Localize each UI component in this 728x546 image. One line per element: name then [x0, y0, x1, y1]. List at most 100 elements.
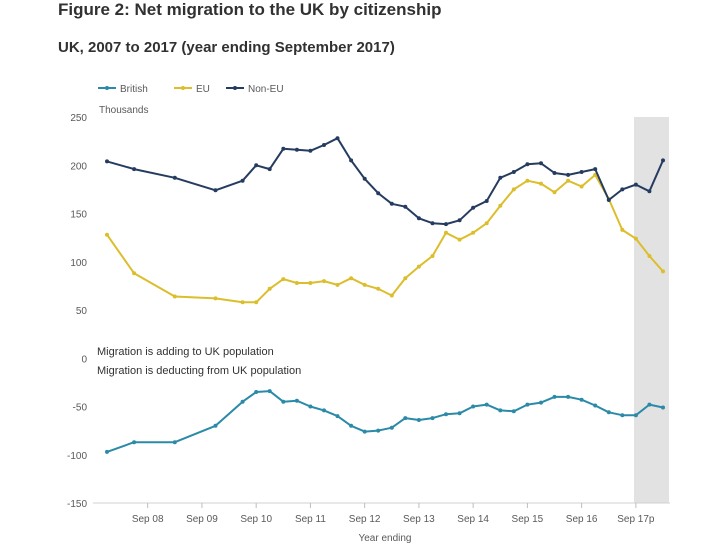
- data-point-eu: [308, 281, 313, 285]
- data-point-british: [349, 423, 354, 428]
- data-point-non-eu: [240, 178, 245, 183]
- data-point-eu: [661, 269, 665, 274]
- data-point-eu: [362, 282, 367, 287]
- data-point-british: [620, 413, 625, 418]
- data-point-british: [362, 429, 367, 434]
- data-point-british: [511, 409, 516, 414]
- data-point-eu: [389, 293, 394, 298]
- x-tick-label: Sep 08: [132, 514, 164, 525]
- data-point-british: [430, 416, 435, 421]
- x-tick-label: Sep 12: [349, 514, 381, 525]
- data-point-british: [416, 418, 421, 422]
- x-axis-label: Year ending: [358, 533, 411, 544]
- data-point-british: [471, 404, 476, 409]
- x-tick-label: Sep 09: [186, 514, 218, 525]
- data-point-british: [539, 400, 543, 405]
- x-tick-label: Sep 15: [512, 514, 544, 525]
- data-point-british: [403, 416, 408, 421]
- legend-label-eu: EU: [196, 84, 210, 95]
- data-point-non-eu: [105, 159, 109, 164]
- legend-label-non-eu: Non-EU: [248, 84, 284, 95]
- data-point-eu: [457, 237, 462, 242]
- x-tick-label: Sep 13: [403, 514, 435, 525]
- data-point-non-eu: [430, 221, 435, 226]
- x-axis-ticks: Sep 08 Sep 09 Sep 10 Sep 11 Sep 12 Sep 13 Sep …: [132, 503, 655, 525]
- y-tick-label: 150: [70, 210, 87, 221]
- data-point-non-eu: [525, 162, 530, 167]
- data-point-non-eu: [606, 198, 611, 202]
- y-axis-label: Thousands: [99, 105, 148, 116]
- y-tick-label: 0: [81, 354, 87, 365]
- data-point-eu: [240, 300, 245, 305]
- data-point-non-eu: [593, 167, 598, 172]
- data-point-eu: [552, 190, 557, 195]
- data-point-british: [294, 398, 299, 403]
- data-point-british: [566, 394, 571, 399]
- data-point-eu: [416, 264, 421, 269]
- data-point-eu: [105, 232, 109, 237]
- data-point-non-eu: [322, 143, 326, 147]
- x-tick-label: Sep 16: [566, 514, 598, 525]
- data-point-eu: [376, 286, 381, 291]
- chart-title: Figure 2: Net migration to the UK by cit…: [58, 0, 442, 19]
- y-tick-label: 50: [76, 306, 88, 317]
- data-point-eu: [294, 281, 299, 285]
- data-point-eu: [647, 254, 652, 258]
- provisional-shading: [634, 117, 669, 503]
- data-point-british: [322, 408, 326, 413]
- data-point-eu: [539, 181, 543, 186]
- data-point-non-eu: [566, 172, 571, 177]
- data-point-non-eu: [362, 176, 367, 181]
- data-point-non-eu: [498, 175, 503, 180]
- data-point-non-eu: [416, 216, 421, 221]
- data-point-british: [376, 428, 381, 433]
- data-point-eu: [254, 300, 259, 305]
- data-point-british: [593, 403, 598, 408]
- data-point-eu: [620, 227, 625, 232]
- data-point-non-eu: [579, 170, 584, 174]
- data-point-non-eu: [376, 191, 381, 196]
- data-point-british: [484, 402, 489, 407]
- y-tick-label: 200: [70, 161, 87, 172]
- data-point-eu: [484, 221, 489, 226]
- data-point-non-eu: [552, 171, 557, 175]
- data-point-eu: [525, 178, 530, 183]
- data-point-eu: [430, 254, 435, 258]
- data-point-non-eu: [444, 222, 448, 227]
- data-point-eu: [172, 294, 177, 299]
- data-point-british: [647, 402, 652, 407]
- legend-label-british: British: [120, 84, 148, 95]
- legend-item-eu: EU: [174, 84, 210, 95]
- data-point-british: [579, 397, 584, 402]
- x-tick-label: Sep 10: [240, 514, 272, 525]
- data-point-eu: [267, 286, 272, 291]
- data-point-british: [308, 404, 313, 409]
- data-point-eu: [322, 279, 326, 284]
- series-line-eu: [106, 173, 664, 304]
- y-tick-label: -100: [67, 451, 87, 462]
- data-point-non-eu: [484, 199, 489, 203]
- data-point-non-eu: [281, 146, 286, 151]
- y-tick-label: 100: [70, 258, 87, 269]
- data-point-non-eu: [213, 188, 218, 193]
- data-point-british: [552, 394, 557, 399]
- data-point-eu: [335, 282, 340, 287]
- data-point-eu: [566, 178, 571, 183]
- data-point-eu: [593, 172, 598, 177]
- data-point-non-eu: [661, 158, 665, 163]
- data-point-british: [661, 405, 665, 410]
- data-point-british: [172, 440, 177, 445]
- x-tick-label: Sep 17p: [617, 514, 655, 525]
- data-point-non-eu: [389, 201, 394, 206]
- legend: British EU Non-EU: [98, 84, 284, 95]
- data-point-non-eu: [403, 204, 408, 209]
- data-point-non-eu: [294, 147, 299, 152]
- data-point-british: [267, 389, 272, 394]
- data-point-non-eu: [647, 189, 652, 194]
- data-point-british: [240, 399, 245, 404]
- y-tick-label: -50: [73, 403, 88, 414]
- data-point-british: [335, 414, 340, 419]
- data-point-non-eu: [267, 167, 272, 172]
- legend-item-british: British: [98, 84, 148, 95]
- data-point-british: [254, 390, 259, 394]
